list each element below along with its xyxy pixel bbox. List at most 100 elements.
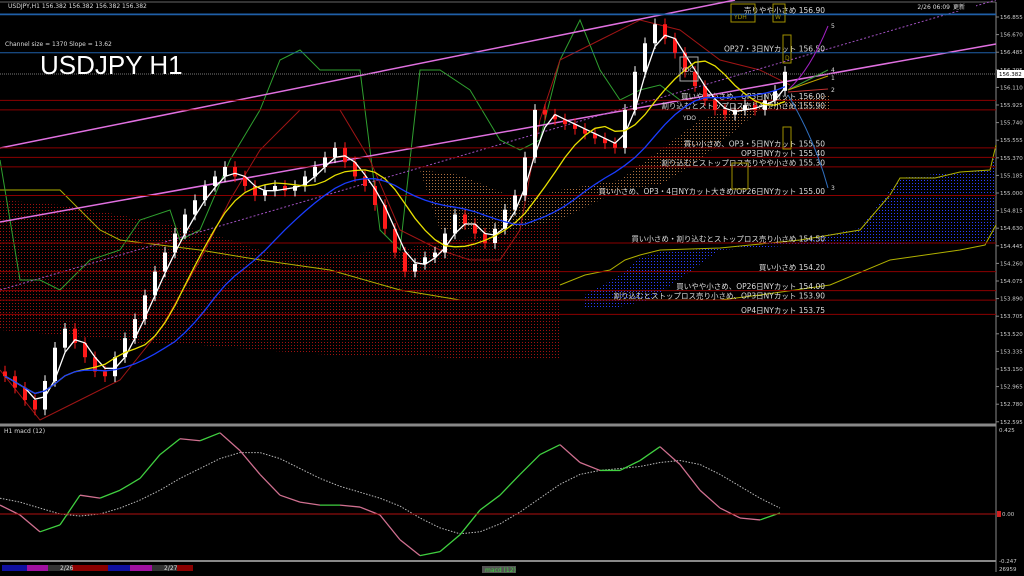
candle-body [73, 328, 77, 343]
symbol-info: USDJPY,H1 156.382 156.382 156.382 156.38… [8, 3, 147, 10]
candle-body [613, 143, 617, 148]
projection-line-4 [787, 69, 829, 91]
candle [383, 199, 387, 235]
macd-lines [0, 432, 781, 557]
price-tick-label: 154.260 [1000, 261, 1023, 267]
candle-body [363, 176, 367, 186]
price-tick-label: 152.595 [1000, 420, 1023, 426]
date-label-2-27: 2/27 [164, 565, 178, 572]
candle [243, 170, 247, 192]
candle [83, 337, 87, 363]
price-tick-label: 152.965 [1000, 385, 1023, 391]
level-label: 割り込むとストップロス売りやや小さめ 155.30 [661, 157, 825, 167]
ydo-label: YDO [682, 115, 696, 122]
candle-body [443, 233, 447, 253]
candle [683, 47, 687, 78]
candle-body [693, 71, 697, 87]
candle [783, 66, 787, 97]
candle-body [193, 200, 197, 215]
candle-body [263, 190, 267, 196]
macd-main-segment [59, 494, 81, 526]
candle-body [533, 109, 537, 158]
candle [663, 18, 667, 45]
candle-body [273, 185, 277, 191]
candle [33, 394, 37, 416]
macd-main-segment [379, 514, 401, 541]
level-label: OP3日NYカット 155.40 [741, 149, 825, 158]
macd-main-segment [39, 524, 61, 533]
senkou-span-line [559, 144, 997, 286]
macd-main-segment [639, 446, 661, 462]
ydl-box [731, 162, 749, 190]
candle [643, 37, 647, 78]
candle [203, 180, 207, 206]
candle-body [133, 319, 137, 339]
candle [313, 161, 317, 183]
candle [703, 80, 707, 107]
candle-body [523, 157, 527, 196]
level-label: 割り込むとストップロス売り小さめ、OP3日NYカット 153.90 [613, 291, 825, 301]
macd-main-segment [199, 432, 221, 442]
candle [653, 18, 657, 49]
timestamp: 2/26 06:09 [917, 4, 950, 11]
candle-body [323, 157, 327, 167]
channel-mid-line[interactable] [0, 0, 997, 291]
level-label: OP27・3日NYカット 156.50 [724, 44, 825, 53]
price-tick-label: 155.185 [1000, 173, 1023, 179]
macd-main-segment [219, 432, 241, 452]
macd-main-segment [159, 438, 181, 456]
candle-body [143, 295, 147, 320]
candle-body [153, 271, 157, 296]
candle [553, 108, 557, 126]
macd-main-segment [339, 504, 361, 508]
macd-main-segment [99, 489, 121, 499]
macd-main-segment [139, 454, 161, 479]
candle [423, 251, 427, 270]
candle-body [3, 371, 7, 377]
candle [523, 151, 527, 202]
candle [373, 180, 377, 211]
macd-main-segment [239, 450, 261, 475]
price-tick-label: 154.630 [1000, 226, 1023, 232]
macd-axis-zero: 0.00 [1002, 512, 1015, 518]
price-tick-label: 153.335 [1000, 349, 1023, 355]
macd-tab-label[interactable]: macd (12) [485, 567, 516, 574]
macd-main-segment [179, 438, 201, 442]
price-tick-label: 153.890 [1000, 297, 1023, 303]
macd-main-segment [699, 489, 721, 509]
candle-body [723, 109, 727, 115]
candle-body [253, 185, 257, 196]
level-label: OP4日NYカット 153.75 [741, 306, 825, 315]
candle-body [243, 176, 247, 186]
price-axis[interactable]: 156.855156.670156.485156.295156.110155.9… [996, 15, 1023, 426]
level-label: 買い小さめ 154.20 [759, 263, 825, 272]
w-box [772, 3, 786, 23]
candle [353, 156, 357, 183]
price-tick-label: 155.000 [1000, 191, 1023, 197]
candle-body [503, 209, 507, 229]
macd-signal-line [0, 452, 781, 535]
candle-body [353, 162, 357, 177]
candle [343, 142, 347, 168]
macd-main-segment [739, 517, 761, 521]
candle [463, 208, 467, 230]
macd-main-segment [479, 494, 501, 511]
macd-main-segment [19, 514, 41, 533]
ydc-label: YDC [680, 67, 693, 74]
projection-line-5 [787, 25, 829, 91]
projection-line-1 [787, 75, 829, 91]
macd-tab[interactable] [482, 566, 516, 573]
candle [723, 104, 727, 121]
candle-body [33, 400, 37, 410]
projection-label-3: 3 [831, 185, 835, 192]
candle [113, 351, 117, 382]
price-tick-label: 153.520 [1000, 332, 1023, 338]
candle-body [313, 166, 317, 177]
level-label: 買い小さめ・割り込むとストップロス売り小さめ 154.50 [631, 234, 825, 244]
candle-body [673, 38, 677, 53]
channel-upper-line[interactable] [0, 0, 736, 149]
candle-body [373, 185, 377, 205]
candle-body [283, 185, 287, 191]
current-price-tag [997, 70, 1024, 78]
